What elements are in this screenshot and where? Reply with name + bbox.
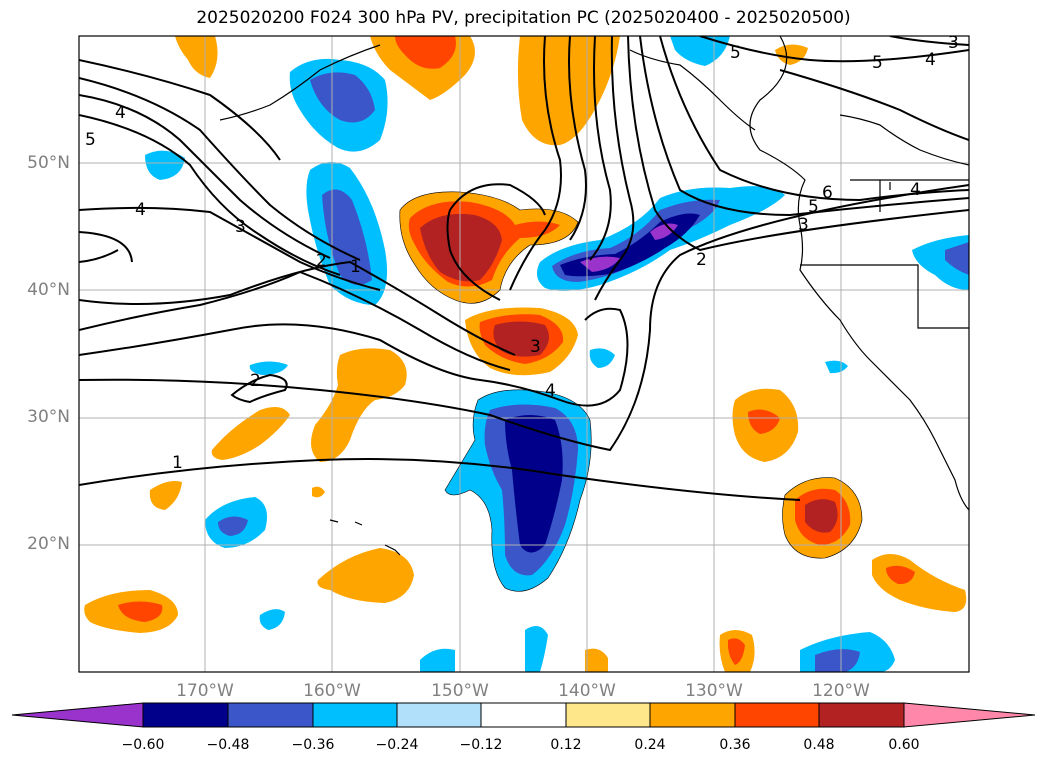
pv-label-4c: 4	[545, 381, 556, 401]
pv-label-3d: 3	[948, 33, 959, 53]
lat-label-20n: 20°N	[27, 534, 70, 554]
map-frame	[78, 35, 970, 673]
colorbar	[11, 702, 1036, 728]
colorbar-tick-4: −0.12	[459, 737, 503, 753]
pv-label-3: 3	[235, 217, 246, 237]
pv-label-1b: 1	[350, 257, 361, 277]
pv-label-2: 2	[316, 251, 327, 271]
pv-label-5: 5	[730, 43, 741, 63]
map-title: 2025020200 F024 300 hPa PV, precipitatio…	[196, 8, 851, 28]
pv-label-6: 6	[822, 183, 833, 203]
lon-label-170w: 170°W	[176, 681, 234, 701]
colorbar-tick-6: 0.24	[634, 737, 666, 753]
pv-label-4d: 4	[925, 50, 936, 70]
colorbar-tick-2: −0.36	[291, 737, 335, 753]
graticule	[79, 36, 969, 672]
pv-label-2b: 2	[250, 371, 261, 391]
colorbar-segment-7	[649, 702, 736, 728]
colorbar-segment-0	[11, 702, 144, 728]
colorbar-tick-7: 0.36	[719, 737, 751, 753]
colorbar-segment-1	[142, 702, 229, 728]
lon-label-120w: 120°W	[812, 681, 870, 701]
pv-label-4b: 4	[115, 103, 126, 123]
pv-contour-labels: 1 1 2 2 2 3 3 3 4 4 4 4 4 5 5 5 5 3 6	[85, 33, 959, 473]
pv-label-1: 1	[172, 453, 183, 473]
colorbar-tick-5: 0.12	[550, 737, 582, 753]
lat-label-30n: 30°N	[27, 407, 70, 427]
colorbar-segment-6	[565, 702, 651, 728]
precipitation-shading	[84, 36, 969, 672]
colorbar-tick-0: −0.60	[121, 737, 165, 753]
pv-label-3b: 3	[530, 337, 541, 357]
pv-label-5c: 5	[808, 197, 819, 217]
colorbar-segment-2	[227, 702, 314, 728]
lat-label-50n: 50°N	[27, 153, 70, 173]
pv-label-3c: 3	[798, 215, 809, 235]
colorbar-segment-5	[480, 702, 567, 728]
colorbar-tick-9: 0.60	[888, 737, 920, 753]
lon-label-130w: 130°W	[685, 681, 743, 701]
precipitation-outlines	[399, 191, 863, 592]
colorbar-tick-1: −0.48	[206, 737, 250, 753]
coastlines	[219, 36, 969, 556]
colorbar-segment-8	[734, 702, 820, 728]
pv-label-2c: 2	[696, 250, 707, 270]
lon-label-140w: 140°W	[558, 681, 616, 701]
colorbar-segment-3	[312, 702, 398, 728]
pv-label-5d: 5	[85, 130, 96, 150]
lon-label-150w: 150°W	[431, 681, 489, 701]
colorbar-segment-10	[903, 702, 1036, 728]
pv-label-4: 4	[135, 200, 146, 220]
pv-label-4e: 4	[910, 180, 921, 200]
colorbar-tick-3: −0.24	[375, 737, 419, 753]
colorbar-segment-4	[396, 702, 482, 728]
colorbar-segment-9	[818, 702, 905, 728]
pv-label-5b: 5	[872, 53, 883, 73]
lat-label-40n: 40°N	[27, 280, 70, 300]
pv-contours	[79, 36, 969, 501]
lon-label-160w: 160°W	[303, 681, 361, 701]
colorbar-tick-8: 0.48	[803, 737, 835, 753]
